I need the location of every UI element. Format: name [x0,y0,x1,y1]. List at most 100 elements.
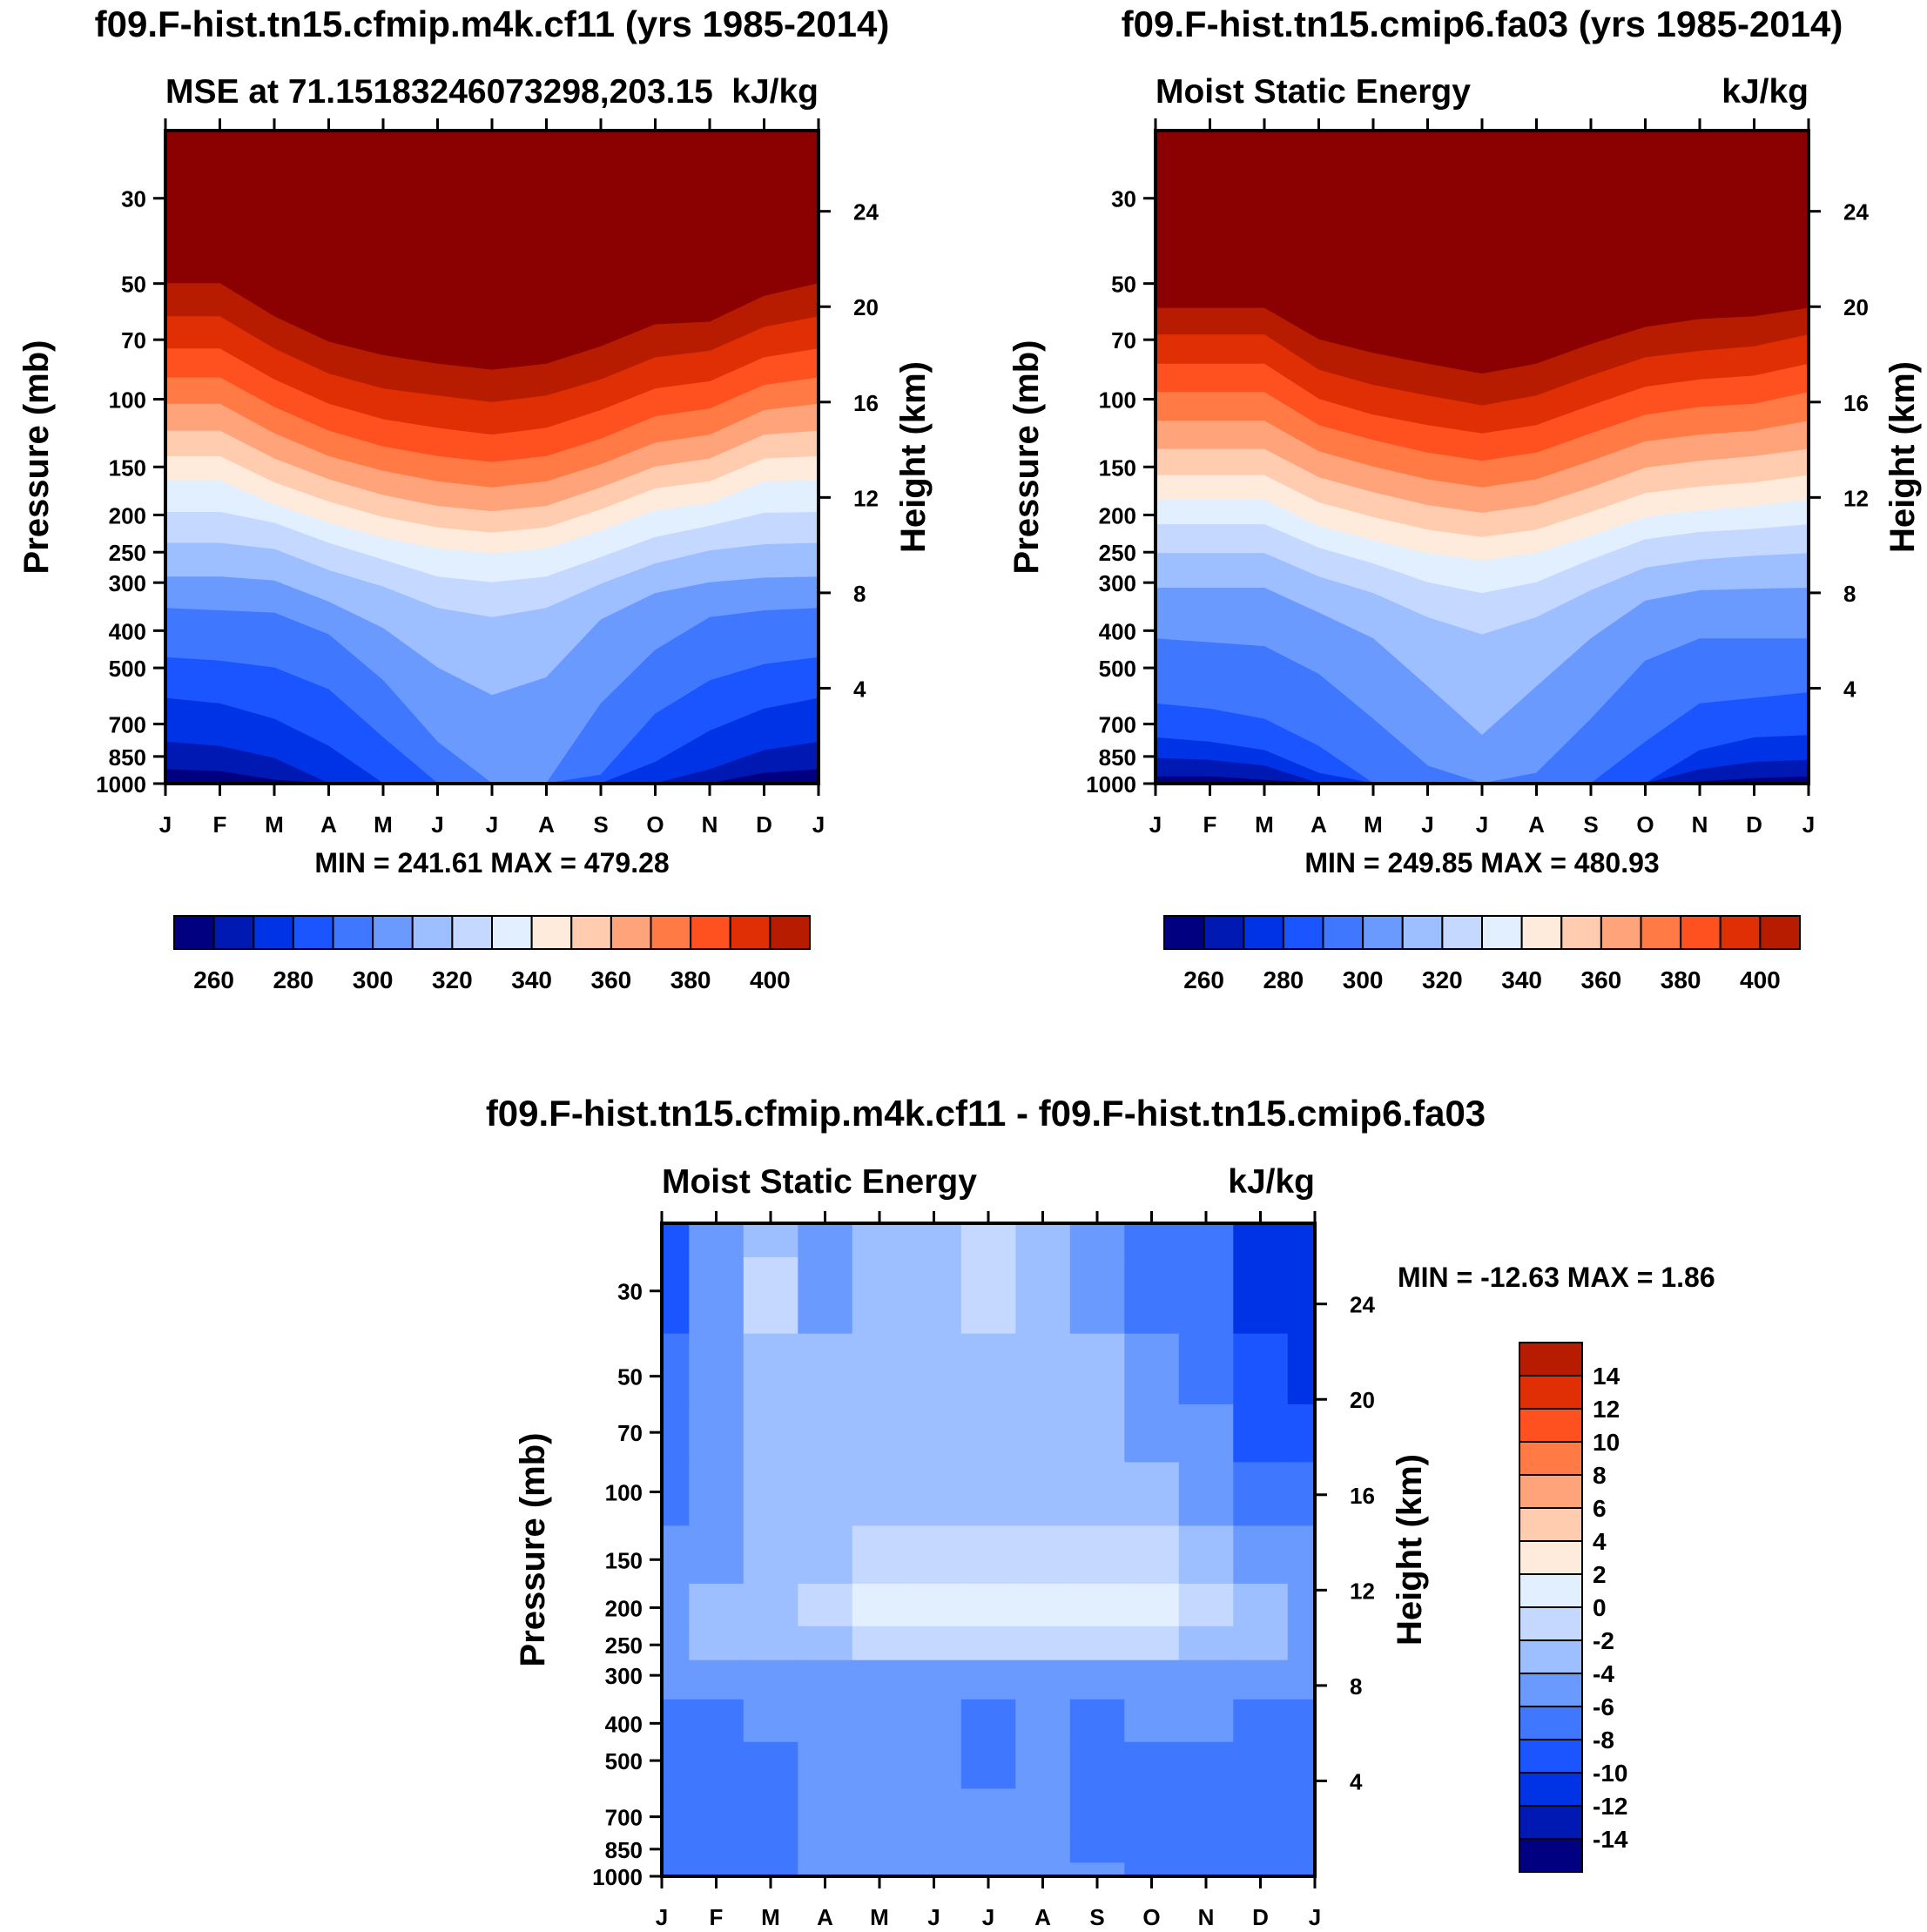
panel-2-contour-fill [1156,131,1809,784]
colorbar-box [1519,1573,1583,1608]
y-tick-label: 50 [1111,272,1136,298]
heatmap-cell [1178,1223,1235,1258]
heatmap-cell [798,1333,853,1405]
colorbar-box [1560,915,1602,950]
y2-tick-label: 4 [1843,676,1856,702]
y2-tick-label: 12 [853,485,879,511]
colorbar-box [1519,1606,1583,1641]
colorbar-box [372,915,414,950]
heatmap-cell [852,1404,908,1464]
heatmap-cell [1069,1833,1126,1864]
heatmap-cell [798,1659,853,1700]
panel-2-ylabel: Pressure (mb) [1007,340,1046,575]
heatmap-cell [662,1626,690,1661]
heatmap-cell [798,1833,853,1864]
heatmap-cell [743,1788,799,1834]
colorbar-box [1519,1474,1583,1509]
x-tick-label: O [1636,811,1654,838]
x-tick-label: S [1583,811,1598,838]
heatmap-cell [906,1626,962,1661]
x-tick-label: D [756,811,772,838]
colorbar-box [1282,915,1324,950]
colorbar-box [1401,915,1444,950]
colorbar-label: 12 [1593,1396,1620,1423]
colorbar-label: -6 [1593,1693,1614,1720]
heatmap-cell [798,1862,853,1876]
heatmap-cell [1069,1333,1126,1405]
x-tick-label: D [1252,1904,1269,1930]
heatmap-cell [1069,1462,1126,1527]
heatmap-cell [1069,1862,1126,1876]
colorbar-box [1163,915,1205,950]
colorbar-box [1362,915,1404,950]
heatmap-cell [1069,1525,1126,1585]
colorbar-box [253,915,294,950]
heatmap-cell [906,1862,962,1876]
colorbar-box [1519,1838,1583,1873]
colorbar-label: 400 [1740,966,1781,993]
heatmap-cell [960,1862,1017,1876]
y2-tick-label: 4 [853,676,866,702]
heatmap-cell [662,1833,690,1864]
heatmap-cell [662,1699,690,1743]
heatmap-cell [798,1223,853,1258]
heatmap-cell [960,1462,1017,1527]
x-tick-label: S [1089,1904,1104,1930]
y2-tick-label: 16 [1843,390,1869,416]
x-tick-label: N [1692,811,1708,838]
heatmap-cell [1287,1741,1315,1790]
y2-tick-label: 20 [1350,1387,1375,1413]
heatmap-cell [906,1333,962,1405]
heatmap-cell [906,1699,962,1743]
colorbar-box [769,915,811,950]
x-tick-label: M [1255,811,1274,838]
contour-band [165,697,819,784]
panel-3-colorbar: 14 12 10 8 6 4 2 0 -2 -4 -6 -8 -10 -12 -14 [1519,1342,1628,1873]
heatmap-cell [1287,1333,1315,1405]
heatmap-cell [1124,1741,1180,1790]
heatmap-cell [743,1256,799,1335]
heatmap-cell [1015,1223,1071,1258]
heatmap-cell [1015,1788,1071,1834]
heatmap-cell [1178,1525,1235,1585]
y-tick-label: 1000 [1086,771,1136,798]
y-tick-label: 30 [121,186,146,212]
y-tick-label: 70 [121,327,146,353]
heatmap-cell [689,1862,745,1876]
heatmap-cell [960,1223,1017,1258]
colorbar-box [491,915,533,950]
heatmap-cell [960,1626,1017,1661]
colorbar-box [451,915,493,950]
colorbar-label: 360 [1581,966,1622,993]
x-tick-label: J [1476,811,1488,838]
x-tick-label: M [374,811,393,838]
heatmap-cell [960,1404,1017,1464]
heatmap-cell [689,1462,745,1527]
heatmap-cell [1178,1404,1235,1464]
heatmap-cell [689,1699,745,1743]
heatmap-cell [960,1659,1017,1700]
heatmap-cell [852,1833,908,1864]
y-tick-label: 200 [605,1595,643,1621]
heatmap-cell [662,1404,690,1464]
colorbar-box [1600,915,1642,950]
x-tick-label: J [982,1904,994,1930]
panel-2-y2label: Height (km) [1883,361,1922,553]
panel-3-y2label: Height (km) [1391,1454,1429,1646]
x-tick-label: A [320,811,337,838]
x-tick-label: F [1203,811,1217,838]
y-tick-label: 300 [1099,570,1136,596]
heatmap-cell [1069,1659,1126,1700]
heatmap-cell [1069,1699,1126,1743]
y-tick-label: 30 [1111,186,1136,212]
heatmap-cell [1178,1862,1235,1876]
heatmap-cell [689,1626,745,1661]
heatmap-cell [1178,1741,1235,1790]
heatmap-cell [960,1333,1017,1405]
colorbar-box [1519,1375,1583,1410]
panel-1-left-string: MSE at 71.15183246073298,203.15 [165,73,713,111]
y-tick-label: 100 [109,387,146,414]
heatmap-cell [743,1525,799,1585]
